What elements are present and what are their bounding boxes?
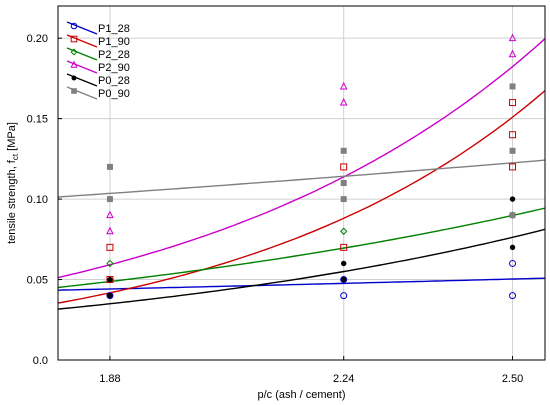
point-P0_90 xyxy=(340,180,347,186)
legend-marker-P1_90 xyxy=(70,35,78,43)
fit-curve-P2_90 xyxy=(58,38,545,279)
legend-marker-P1_28 xyxy=(70,22,78,30)
point-P1_90 xyxy=(340,163,348,171)
point-P0_90 xyxy=(340,196,347,203)
point-P2_90 xyxy=(508,49,517,58)
fit-curve-P0_28 xyxy=(58,228,545,310)
point-P1_90 xyxy=(106,276,114,284)
point-P0_28 xyxy=(107,276,113,283)
point-P0_28 xyxy=(107,292,113,299)
point-P1_90 xyxy=(509,99,517,107)
legend-label-P1_90: P1_90 xyxy=(98,36,130,48)
grid xyxy=(58,6,545,361)
y-axis-title-unit: [MPa] xyxy=(6,122,18,154)
point-P1_28 xyxy=(340,292,348,300)
point-P0_90 xyxy=(106,163,113,170)
point-P2_90 xyxy=(106,226,114,235)
x-tick-label: 1.88 xyxy=(99,373,120,385)
x-tick-label: 2.50 xyxy=(502,373,523,385)
axis-ticks: 0.0 0.05 0.10 0.15 0.20 1.88 2.24 2.50 xyxy=(27,33,524,385)
point-P2_28 xyxy=(339,227,348,235)
point-P1_90 xyxy=(340,243,348,251)
legend-label-P1_28: P1_28 xyxy=(98,23,130,35)
legend-line-P1_90 xyxy=(66,34,98,48)
point-P0_28 xyxy=(341,276,347,283)
fit-curve-P1_90 xyxy=(58,90,545,304)
x-tick-label: 2.24 xyxy=(333,373,354,385)
point-P1_90 xyxy=(106,243,114,251)
legend-label-P0_28: P0_28 xyxy=(98,75,130,87)
point-P0_90 xyxy=(509,83,516,90)
plot-frame xyxy=(57,5,546,361)
point-P0_90 xyxy=(340,147,347,154)
y-tick-label: 0.20 xyxy=(27,33,48,45)
point-P1_90 xyxy=(509,131,517,139)
point-P1_90 xyxy=(509,163,517,171)
point-P0_90 xyxy=(509,212,516,219)
y-tick-label: 0.05 xyxy=(27,275,48,287)
legend-label-P2_90: P2_90 xyxy=(98,62,130,74)
point-P1_28 xyxy=(509,292,517,300)
legend-line-P2_28 xyxy=(66,47,98,61)
legend-line-P0_28 xyxy=(66,73,98,87)
point-P0_90 xyxy=(509,147,516,154)
y-axis-title: tensile strength, fct [MPa] xyxy=(6,122,20,244)
point-P0_28 xyxy=(341,260,347,267)
point-P0_28 xyxy=(509,244,516,251)
legend-marker-P2_28 xyxy=(70,48,78,56)
point-P2_90 xyxy=(339,97,348,106)
legend-label-P0_90: P0_90 xyxy=(98,88,130,100)
legend-marker-P0_90 xyxy=(71,88,77,94)
point-P0_90 xyxy=(106,196,113,203)
fit-curves xyxy=(58,38,545,310)
legend-label-P2_28: P2_28 xyxy=(98,49,130,61)
y-tick-label: 0.10 xyxy=(27,194,48,206)
point-P1_28 xyxy=(106,292,114,300)
data-points xyxy=(106,33,517,300)
point-P1_28 xyxy=(340,276,348,284)
fit-curve-P0_90 xyxy=(58,159,545,198)
y-tick-label: 0.15 xyxy=(27,114,48,126)
point-P2_90 xyxy=(106,210,114,219)
y-tick-label: 0.0 xyxy=(33,355,48,367)
point-P2_28 xyxy=(106,259,114,268)
legend-line-P2_90 xyxy=(66,60,98,74)
point-P0_28 xyxy=(509,196,516,202)
fit-curve-P2_28 xyxy=(58,207,545,289)
legend-marker-P0_28 xyxy=(71,75,77,81)
fit-curve-P1_28 xyxy=(58,277,545,291)
x-axis-title: p/c (ash / cement) xyxy=(257,389,345,401)
point-P2_90 xyxy=(508,33,517,42)
point-P1_28 xyxy=(509,259,517,267)
point-P2_90 xyxy=(339,81,348,90)
y-axis-title-subscript: ct xyxy=(11,153,20,160)
y-axis-title-main: tensile strength, f xyxy=(6,159,18,244)
legend-marker-P2_90 xyxy=(70,60,78,68)
